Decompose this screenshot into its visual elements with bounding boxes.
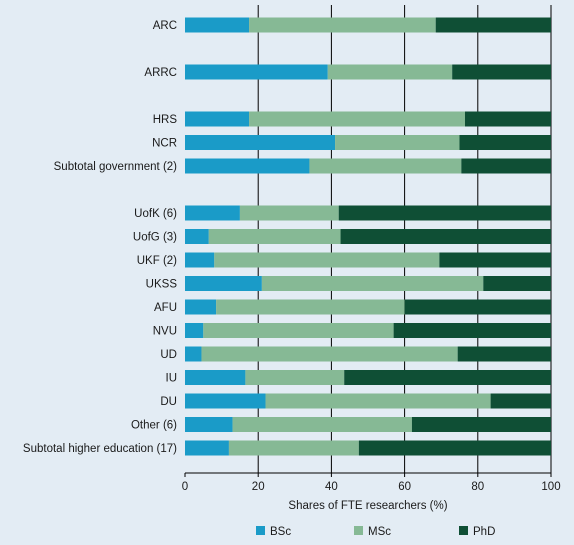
bar-segment-msc (216, 299, 405, 315)
bar-segment-msc (239, 205, 339, 221)
bars (185, 17, 551, 456)
bar-segment-msc (265, 393, 491, 409)
bar-segment-msc (214, 252, 440, 268)
bar-segment-bsc (185, 135, 336, 150)
x-axis-title: Shares of FTE researchers (%) (288, 500, 447, 512)
x-tick-labels: 0 20 40 60 80 100 (182, 473, 561, 493)
bar-segment-bsc (185, 417, 233, 432)
x-tick-label: 0 (182, 481, 188, 493)
bar-segment-phd (411, 417, 551, 432)
category-label: DU (160, 396, 177, 408)
bar-segment-msc (228, 440, 359, 456)
bar-segment-phd (393, 323, 551, 338)
category-label: UKSS (146, 279, 178, 291)
bar-segment-bsc (185, 252, 215, 268)
bar-segment-msc (261, 276, 484, 291)
category-label: UofK (6) (134, 208, 177, 220)
category-label: IU (166, 373, 178, 385)
bar-segment-msc (249, 111, 465, 127)
bar-segment-phd (464, 111, 551, 127)
legend-label-phd: PhD (473, 526, 495, 538)
legend-label-bsc: BSc (270, 526, 291, 538)
x-tick-label: 20 (252, 481, 265, 493)
bar-segment-bsc (185, 229, 209, 244)
category-label: AFU (154, 302, 177, 314)
bar-segment-msc (249, 17, 436, 33)
bar-segment-bsc (185, 17, 250, 33)
category-label: UKF (2) (137, 255, 177, 267)
bar-segment-phd (461, 158, 551, 174)
bar-segment-msc (208, 229, 341, 244)
category-labels: ARC ARRC HRS NCR Subtotal government (2) UofK… (23, 20, 177, 455)
bar-segment-bsc (185, 370, 246, 385)
category-label: NVU (153, 326, 177, 338)
x-tick-label: 100 (541, 481, 560, 493)
bar-segment-bsc (185, 440, 229, 456)
bar-segment-phd (459, 135, 551, 150)
category-label: ARRC (144, 67, 177, 79)
x-tick-label: 80 (471, 481, 484, 493)
bar-segment-phd (490, 393, 551, 409)
bar-segment-msc (245, 370, 345, 385)
bar-segment-phd (439, 252, 551, 268)
legend-swatch-bsc (256, 526, 265, 535)
bar-segment-phd (358, 440, 551, 456)
category-label: HRS (153, 114, 178, 126)
bar-segment-bsc (185, 393, 266, 409)
bar-segment-phd (435, 17, 551, 33)
bar-segment-msc (203, 323, 394, 338)
category-label: Subtotal higher education (17) (23, 443, 177, 455)
bar-segment-msc (327, 64, 453, 80)
bar-segment-bsc (185, 346, 202, 362)
category-label: NCR (152, 138, 177, 150)
bar-segment-msc (335, 135, 460, 150)
bar-segment-bsc (185, 64, 328, 80)
bar-segment-bsc (185, 276, 262, 291)
bar-segment-phd (338, 205, 551, 221)
bar-segment-bsc (185, 323, 204, 338)
x-tick-label: 40 (325, 481, 338, 493)
x-tick-label: 60 (398, 481, 411, 493)
bar-segment-bsc (185, 299, 217, 315)
bar-segment-phd (452, 64, 551, 80)
bar-segment-bsc (185, 205, 240, 221)
category-label: Subtotal government (2) (54, 161, 178, 173)
bar-segment-phd (483, 276, 551, 291)
legend-swatch-msc (354, 526, 363, 535)
bar-segment-msc (309, 158, 462, 174)
legend: BSc MSc PhD (256, 526, 495, 538)
category-label: UD (160, 349, 177, 361)
bar-segment-msc (201, 346, 458, 362)
bar-segment-msc (232, 417, 412, 432)
legend-swatch-phd (459, 526, 468, 535)
bar-segment-phd (457, 346, 551, 362)
category-label: UofG (3) (133, 232, 177, 244)
bar-segment-bsc (185, 158, 310, 174)
bar-segment-phd (404, 299, 551, 315)
category-label: Other (6) (131, 420, 177, 432)
legend-label-msc: MSc (368, 526, 391, 538)
bar-segment-bsc (185, 111, 250, 127)
bar-segment-phd (344, 370, 551, 385)
bar-segment-phd (340, 229, 551, 244)
category-label: ARC (153, 20, 177, 32)
